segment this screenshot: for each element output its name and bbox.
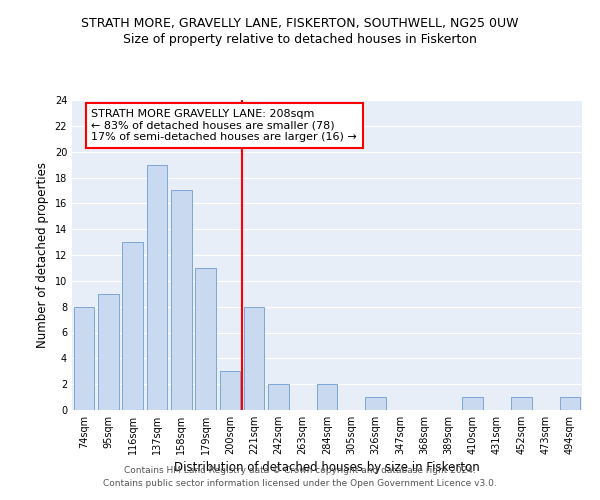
Bar	[220, 371, 240, 410]
X-axis label: Distribution of detached houses by size in Fiskerton: Distribution of detached houses by size …	[174, 461, 480, 474]
Bar	[171, 190, 191, 410]
Bar	[268, 384, 289, 410]
Y-axis label: Number of detached properties: Number of detached properties	[36, 162, 49, 348]
Bar	[74, 306, 94, 410]
Bar	[560, 397, 580, 410]
Text: Contains HM Land Registry data © Crown copyright and database right 2024.
Contai: Contains HM Land Registry data © Crown c…	[103, 466, 497, 487]
Text: STRATH MORE, GRAVELLY LANE, FISKERTON, SOUTHWELL, NG25 0UW: STRATH MORE, GRAVELLY LANE, FISKERTON, S…	[81, 18, 519, 30]
Bar	[195, 268, 216, 410]
Bar	[365, 397, 386, 410]
Bar	[122, 242, 143, 410]
Bar	[511, 397, 532, 410]
Bar	[98, 294, 119, 410]
Bar	[463, 397, 483, 410]
Bar	[244, 306, 265, 410]
Bar	[317, 384, 337, 410]
Text: Size of property relative to detached houses in Fiskerton: Size of property relative to detached ho…	[123, 32, 477, 46]
Text: STRATH MORE GRAVELLY LANE: 208sqm
← 83% of detached houses are smaller (78)
17% : STRATH MORE GRAVELLY LANE: 208sqm ← 83% …	[91, 109, 357, 142]
Bar	[146, 164, 167, 410]
